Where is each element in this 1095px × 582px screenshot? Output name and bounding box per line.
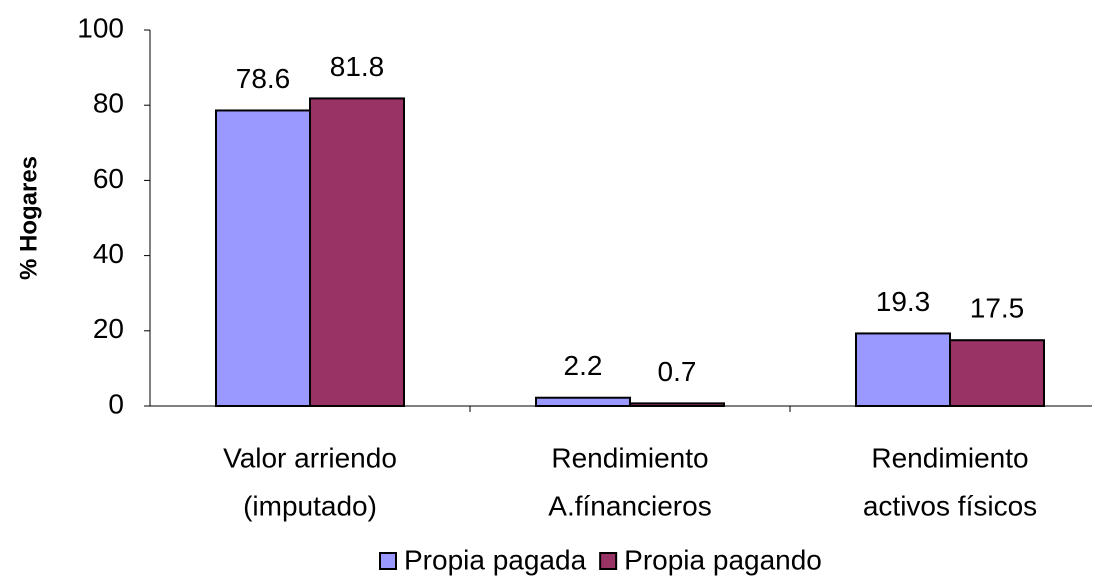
bar xyxy=(629,402,725,408)
bar xyxy=(949,339,1045,408)
x-tick-label: A.fínancieros xyxy=(548,490,711,521)
y-axis-title: % Hogares xyxy=(15,156,42,280)
x-tick-label: (imputado) xyxy=(243,490,377,521)
y-tick-label: 100 xyxy=(77,12,124,43)
bar xyxy=(309,97,405,407)
legend-label: Propia pagando xyxy=(624,544,822,575)
y-tick-label: 40 xyxy=(93,238,124,269)
x-tick-label: Valor arriendo xyxy=(223,442,397,473)
y-tick-label: 60 xyxy=(93,163,124,194)
value-label: 78.6 xyxy=(236,63,291,94)
x-tick-label: Rendimiento xyxy=(551,442,708,473)
value-label: 81.8 xyxy=(330,51,385,82)
legend-label: Propia pagada xyxy=(404,544,587,575)
bar xyxy=(215,109,311,408)
y-tick-label: 20 xyxy=(93,313,124,344)
x-tick-label: Rendimiento xyxy=(871,442,1028,473)
bar xyxy=(535,396,631,407)
legend-swatch xyxy=(379,552,397,570)
x-tick-label: activos físicos xyxy=(863,490,1037,521)
bar xyxy=(855,332,951,408)
value-label: 19.3 xyxy=(876,286,931,317)
value-label: 2.2 xyxy=(564,350,603,381)
y-tick-label: 80 xyxy=(93,88,124,119)
value-label: 17.5 xyxy=(970,293,1025,324)
value-label: 0.7 xyxy=(658,356,697,387)
legend-swatch xyxy=(599,552,618,570)
y-tick-label: 0 xyxy=(108,388,124,419)
